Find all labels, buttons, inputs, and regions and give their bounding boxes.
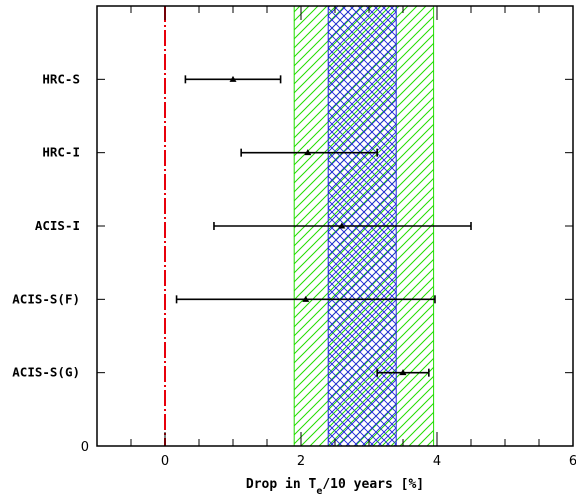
data-point	[304, 149, 312, 156]
error-bars	[175, 75, 472, 377]
category-label: ACIS-I	[35, 218, 80, 233]
error-bar-acis-s-g-	[376, 368, 430, 377]
x-tick-label: 6	[569, 454, 576, 469]
data-point	[302, 295, 310, 302]
y-axis-ticks: 0 ACIS-S(G) ACIS-S(F) ACIS-I HRC-I HRC-S	[12, 71, 573, 455]
x-axis-label-prefix: Drop in T	[246, 477, 317, 492]
category-label: ACIS-S(G)	[12, 365, 80, 380]
x-tick-label: 0	[161, 454, 169, 469]
error-bar-hrc-i	[240, 148, 378, 157]
x-tick-label: 4	[433, 454, 441, 469]
category-label: HRC-I	[42, 145, 80, 160]
data-point	[229, 75, 237, 82]
data-point	[399, 369, 407, 376]
category-label: ACIS-S(F)	[12, 291, 80, 306]
x-axis-ticks: 0 2 4 6	[96, 6, 576, 469]
error-bar-acis-i	[213, 222, 472, 230]
x-axis-label-suffix: /10 years [%]	[322, 477, 424, 492]
data-point	[338, 222, 346, 229]
error-bar-acis-s-f-	[175, 295, 436, 304]
x-tick-label: 2	[297, 454, 305, 469]
x-axis-label: Drop in Te/10 years [%]	[246, 477, 424, 495]
y-tick-label: 0	[81, 440, 89, 455]
error-bar-hrc-s	[184, 75, 282, 84]
x-axis-label-subscript: e	[316, 486, 322, 495]
category-label: HRC-S	[42, 71, 80, 86]
